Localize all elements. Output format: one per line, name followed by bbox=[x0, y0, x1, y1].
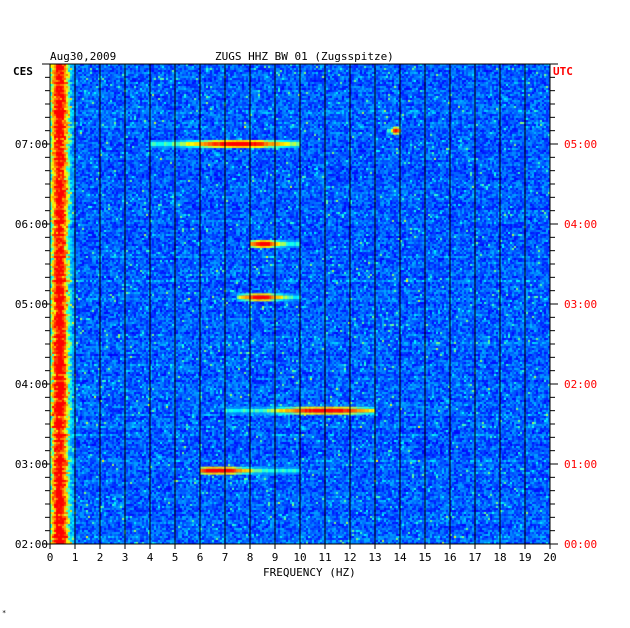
x-tick-label: 19 bbox=[518, 551, 531, 564]
axis-ticks bbox=[42, 63, 558, 549]
axis-labels: 0 1 2 3 4 5 6 7 8 9 10 11 12 13 14 15 16 17 18 19 2002:0003:… bbox=[15, 138, 597, 564]
y-right-tick-label: 03:00 bbox=[564, 298, 597, 311]
y-left-tick-label: 04:00 bbox=[15, 378, 48, 391]
y-right-tick-label: 05:00 bbox=[564, 138, 597, 151]
y-left-tick-label: 07:00 bbox=[15, 138, 48, 151]
x-tick-label: 16 bbox=[443, 551, 456, 564]
x-tick-label: 1 bbox=[72, 551, 79, 564]
x-tick-label: 18 bbox=[493, 551, 506, 564]
x-tick-label: 17 bbox=[468, 551, 481, 564]
x-tick-label: 14 bbox=[393, 551, 407, 564]
x-tick-label: 3 bbox=[122, 551, 129, 564]
x-axis-label: FREQUENCY (HZ) bbox=[263, 566, 356, 579]
y-right-tick-label: 01:00 bbox=[564, 458, 597, 471]
x-tick-label: 12 bbox=[343, 551, 356, 564]
footer-mark: * bbox=[2, 609, 6, 617]
chart-title: ZUGS HHZ BW 01 (Zugsspitze) bbox=[215, 50, 394, 63]
y-right-tick-label: 02:00 bbox=[564, 378, 597, 391]
left-zone-label: CES bbox=[13, 65, 33, 78]
chart-date: Aug30,2009 bbox=[50, 50, 116, 63]
right-zone-label: UTC bbox=[553, 65, 573, 78]
y-left-tick-label: 02:00 bbox=[15, 538, 48, 551]
x-tick-label: 7 bbox=[222, 551, 229, 564]
x-tick-label: 9 bbox=[272, 551, 279, 564]
x-tick-label: 0 bbox=[47, 551, 54, 564]
y-right-tick-label: 00:00 bbox=[564, 538, 597, 551]
x-tick-label: 20 bbox=[543, 551, 556, 564]
x-tick-label: 5 bbox=[172, 551, 179, 564]
x-tick-label: 10 bbox=[293, 551, 306, 564]
x-tick-label: 4 bbox=[147, 551, 154, 564]
x-tick-label: 2 bbox=[97, 551, 104, 564]
y-left-tick-label: 06:00 bbox=[15, 218, 48, 231]
frequency-grid bbox=[49, 63, 551, 545]
x-tick-label: 15 bbox=[418, 551, 431, 564]
y-right-tick-label: 04:00 bbox=[564, 218, 597, 231]
y-left-tick-label: 03:00 bbox=[15, 458, 48, 471]
x-tick-label: 6 bbox=[197, 551, 204, 564]
y-left-tick-label: 05:00 bbox=[15, 298, 48, 311]
x-tick-label: 8 bbox=[247, 551, 254, 564]
x-tick-label: 13 bbox=[368, 551, 381, 564]
x-tick-label: 11 bbox=[318, 551, 331, 564]
